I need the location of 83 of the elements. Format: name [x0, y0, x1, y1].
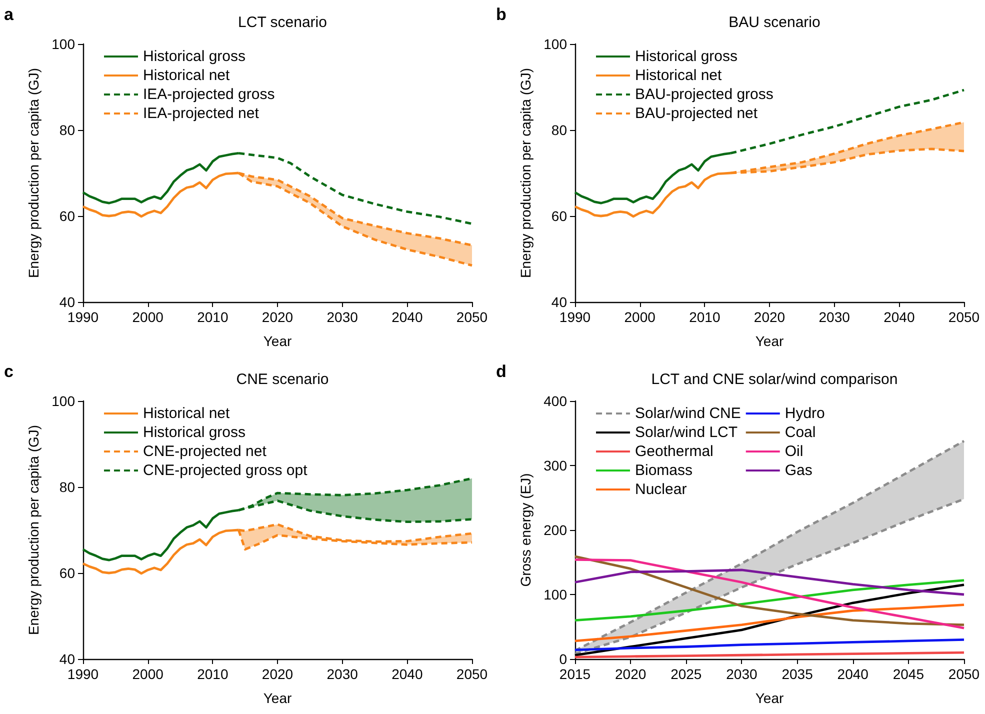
x-tick-label: 2000 [132, 309, 164, 325]
x-tick-label: 2000 [132, 666, 164, 682]
x-tick-label: 2020 [262, 666, 294, 682]
x-tick-label: 2040 [392, 309, 423, 325]
legend-label: Nuclear [635, 481, 687, 498]
text: b [496, 5, 506, 24]
chart-title: LCT scenario [238, 14, 327, 31]
legend-label: CNE-projected gross opt [143, 462, 308, 479]
y-axis-title: Gross energy (EJ) [518, 473, 534, 587]
y-tick-label: 100 [52, 393, 76, 409]
legend-label: Oil [784, 443, 804, 460]
legend-label: Historical net [635, 67, 723, 84]
x-tick-label: 2030 [726, 666, 758, 682]
y-tick-label: 100 [52, 36, 76, 52]
legend-label: Coal [784, 424, 816, 441]
x-tick-label: 2010 [689, 309, 720, 325]
y-tick-label: 100 [544, 586, 568, 602]
y-tick-label: 300 [544, 458, 568, 474]
y-tick-label: 40 [59, 651, 76, 667]
x-tick-label: 2050 [456, 666, 488, 682]
legend-label: Hydro [784, 405, 825, 422]
x-tick-label: 2040 [837, 666, 869, 682]
legend-label: Historical gross [143, 424, 246, 441]
y-tick-label: 40 [551, 294, 568, 310]
y-axis-title: Energy production per capita (GJ) [26, 68, 42, 278]
x-tick-label: 2010 [197, 666, 228, 682]
x-tick-label: 2020 [754, 309, 786, 325]
x-tick-label: 2030 [326, 666, 358, 682]
legend-label: IEA-projected gross [143, 86, 275, 103]
x-tick-label: 2050 [948, 666, 980, 682]
x-tick-label: 2035 [782, 666, 814, 682]
text: a [4, 5, 14, 24]
legend-label: CNE-projected net [143, 443, 268, 460]
x-tick-label: 2020 [262, 309, 294, 325]
x-tick-label: 1990 [67, 666, 99, 682]
x-axis-title: Year [755, 333, 784, 349]
x-tick-label: 2040 [392, 666, 423, 682]
x-tick-label: 2045 [892, 666, 924, 682]
legend-label: Historical net [143, 405, 231, 422]
y-axis-title: Energy production per capita (GJ) [518, 68, 534, 278]
x-tick-label: 2030 [818, 309, 850, 325]
x-tick-label: 2040 [884, 309, 915, 325]
legend-label: Historical gross [143, 48, 246, 65]
x-tick-label: 2050 [456, 309, 488, 325]
x-tick-label: 2025 [670, 666, 702, 682]
legend-label: BAU-projected gross [635, 86, 774, 103]
y-tick-label: 100 [544, 36, 568, 52]
legend-label: Biomass [635, 462, 693, 479]
chart-title: BAU scenario [728, 14, 820, 31]
legend-label: Gas [784, 462, 812, 479]
x-tick-label: 2020 [614, 666, 646, 682]
x-tick-label: 1990 [559, 309, 591, 325]
y-tick-label: 80 [59, 122, 76, 138]
y-axis-title: Energy production per capita (GJ) [26, 424, 42, 636]
chart-title: LCT and CNE solar/wind comparison [651, 371, 898, 388]
legend-label: IEA-projected net [143, 105, 260, 122]
legend-label: Historical gross [635, 48, 738, 65]
legend-label: Solar/wind CNE [635, 405, 741, 422]
y-tick-label: 60 [59, 565, 76, 581]
legend-label: BAU-projected net [635, 105, 758, 122]
x-axis-title: Year [755, 690, 784, 706]
legend-label: Geothermal [635, 443, 714, 460]
x-tick-label: 1990 [67, 309, 99, 325]
chart-title: CNE scenario [236, 371, 329, 388]
y-tick-label: 60 [551, 208, 568, 224]
y-tick-label: 200 [544, 522, 568, 538]
y-tick-label: 80 [59, 479, 76, 495]
legend-label: Historical net [143, 67, 231, 84]
y-tick-label: 80 [551, 122, 568, 138]
text: c [4, 362, 14, 381]
y-tick-label: 60 [59, 208, 76, 224]
y-tick-label: 0 [559, 651, 568, 667]
x-tick-label: 2000 [624, 309, 656, 325]
x-tick-label: 2030 [326, 309, 358, 325]
text: d [496, 362, 506, 381]
x-tick-label: 2015 [559, 666, 591, 682]
x-axis-title: Year [263, 333, 292, 349]
x-axis-title: Year [263, 690, 292, 706]
y-tick-label: 40 [59, 294, 76, 310]
x-tick-label: 2050 [948, 309, 980, 325]
y-tick-label: 400 [544, 393, 568, 409]
legend-label: Solar/wind LCT [635, 424, 738, 441]
x-tick-label: 2010 [197, 309, 228, 325]
